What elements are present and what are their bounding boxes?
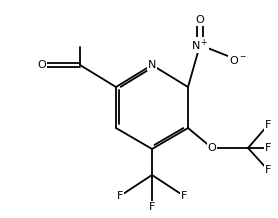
Text: N$^+$: N$^+$ [191, 37, 209, 53]
Text: O: O [38, 60, 46, 70]
Text: O: O [196, 15, 204, 25]
Text: F: F [265, 143, 271, 153]
Text: F: F [117, 191, 123, 201]
Text: N: N [148, 60, 156, 70]
Text: F: F [265, 165, 271, 175]
Text: O$^-$: O$^-$ [229, 54, 247, 66]
Text: F: F [181, 191, 187, 201]
Text: F: F [265, 120, 271, 130]
Text: F: F [149, 202, 155, 212]
Text: O: O [208, 143, 216, 153]
